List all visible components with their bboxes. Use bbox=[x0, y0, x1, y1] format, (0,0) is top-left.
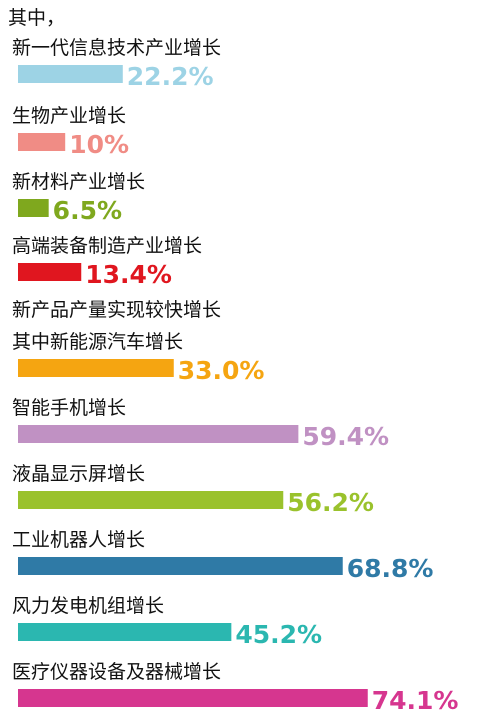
category-label: 智能手机增长 bbox=[12, 397, 126, 419]
bar bbox=[18, 359, 174, 377]
category-label: 新一代信息技术产业增长 bbox=[12, 37, 221, 59]
bar bbox=[18, 557, 343, 575]
category-label: 新材料产业增长 bbox=[12, 171, 145, 193]
chart-subheading: 新产品产量实现较快增长 bbox=[12, 299, 221, 321]
data-label: 6.5% bbox=[53, 196, 122, 225]
category-label: 其中新能源汽车增长 bbox=[12, 331, 183, 353]
data-label: 74.1% bbox=[372, 686, 459, 715]
category-label: 风力发电机组增长 bbox=[12, 595, 164, 617]
bar bbox=[18, 263, 82, 281]
category-label: 液晶显示屏增长 bbox=[12, 463, 145, 485]
bar bbox=[18, 623, 232, 641]
category-label: 生物产业增长 bbox=[12, 105, 126, 127]
data-label: 59.4% bbox=[302, 422, 389, 451]
chart-intro: 其中， bbox=[8, 7, 65, 29]
data-label: 68.8% bbox=[347, 554, 434, 583]
bar bbox=[18, 491, 284, 509]
category-label: 工业机器人增长 bbox=[12, 529, 145, 551]
data-label: 10% bbox=[69, 130, 129, 159]
bar bbox=[18, 689, 368, 707]
data-label: 45.2% bbox=[235, 620, 322, 649]
data-label: 13.4% bbox=[85, 260, 172, 289]
bar bbox=[18, 133, 66, 151]
bar bbox=[18, 65, 123, 83]
bar bbox=[18, 425, 299, 443]
category-label: 医疗仪器设备及器械增长 bbox=[12, 661, 221, 683]
bar bbox=[18, 199, 49, 217]
data-label: 22.2% bbox=[127, 62, 214, 91]
category-label: 高端装备制造产业增长 bbox=[12, 235, 202, 257]
data-label: 33.0% bbox=[178, 356, 265, 385]
data-label: 56.2% bbox=[287, 488, 374, 517]
